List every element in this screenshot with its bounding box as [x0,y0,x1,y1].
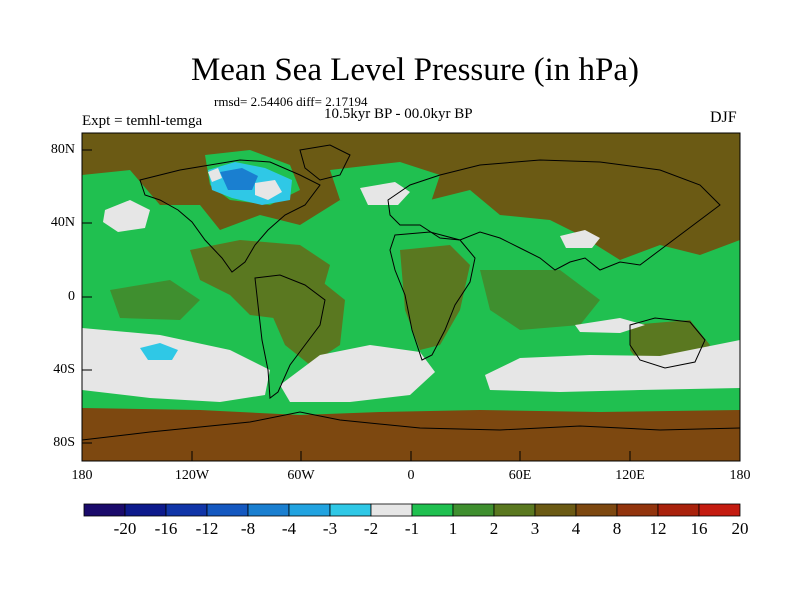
axis-ticks [81,149,741,461]
south-pacific-gray [82,328,270,402]
south-america-olive [270,272,345,365]
colorbar-label: -1 [404,519,420,538]
colorbar-box [329,503,372,517]
colorbar-box [493,503,536,517]
colorbar-label: -3 [322,519,338,538]
indian-ocean-darkgreen [480,270,600,330]
colorbar-box [288,503,331,517]
season-label: DJF [710,109,737,126]
colorbar-label: 4 [571,519,581,538]
colorbar-box [534,503,577,517]
colorbar-box [657,503,700,517]
colorbar-label: 16 [690,519,708,538]
colorbar-label: -8 [240,519,256,538]
colorbar-box [411,503,454,517]
ylabel-40s: 40S [53,362,75,377]
east-pacific-gray-sliver [575,318,645,333]
colorbar-label: 20 [731,519,749,538]
ylabel-80n: 80N [50,142,75,157]
hudson-blue [220,168,258,190]
coast-antarctica [82,411,740,441]
colorbar-box [124,503,167,517]
experiment-label: Expt = temhl-temga [82,113,203,129]
north-atlantic-gray [360,182,410,205]
pacific-darkgreen [110,280,200,320]
rmsd-diff-stats: rmsd= 2.54406 diff= 2.17194 [214,94,368,109]
coast-greenland [299,144,351,181]
xlabel-180w: 180 [71,468,93,483]
southern-ocean-band [82,400,740,461]
xlabel-120w: 120W [174,468,210,483]
colorbar-label: -4 [281,519,297,538]
colorbar-box [370,503,413,517]
colorbar-label: -12 [195,519,219,538]
colorbar-box [616,503,659,517]
map-title: Mean Sea Level Pressure (in hPa) [190,52,640,88]
colorbar-box [247,503,290,517]
coast-europe-asia [387,159,721,271]
coast-north-america [139,159,321,273]
time-period-label: 10.5kyr BP - 00.0kyr BP [324,106,473,122]
ylabel-80s: 80S [53,435,75,450]
colorbar-label: 1 [448,519,458,538]
colorbar [83,503,741,517]
pressure-anomaly-field [82,133,740,461]
colorbar-label: -20 [113,519,137,538]
xlabel-0: 0 [407,468,415,483]
coast-africa [389,231,476,361]
colorbar-label: -16 [154,519,178,538]
colorbar-box [165,503,208,517]
colorbar-label: -2 [363,519,379,538]
colorbar-box [83,503,126,517]
north-pacific-gray [103,200,150,232]
coastlines [82,144,740,441]
colorbar-box [206,503,249,517]
colorbar-label: 3 [530,519,540,538]
tibet-gray [560,230,600,248]
hudson-gray-2 [208,168,222,182]
xlabel-120e: 120E [615,468,645,483]
south-pacific-cyan [140,343,178,360]
coast-south-america [254,274,326,399]
south-indian-gray [485,340,740,392]
ylabel-eq: 0 [68,289,75,304]
colorbar-label: 8 [612,519,622,538]
colorbar-box [575,503,618,517]
hudson-gray-1 [255,180,282,200]
ylabel-40n: 40N [50,215,75,230]
colorbar-box [452,503,495,517]
xlabel-180e: 180 [729,468,751,483]
colorbar-label: 2 [489,519,499,538]
colorbar-label: 12 [649,519,667,538]
colorbar-box [698,503,741,517]
xlabel-60w: 60W [287,468,315,483]
south-atlantic-gray [280,345,435,402]
coast-australia [629,317,706,369]
xlabel-60e: 60E [508,468,532,483]
africa-olive [400,245,470,350]
